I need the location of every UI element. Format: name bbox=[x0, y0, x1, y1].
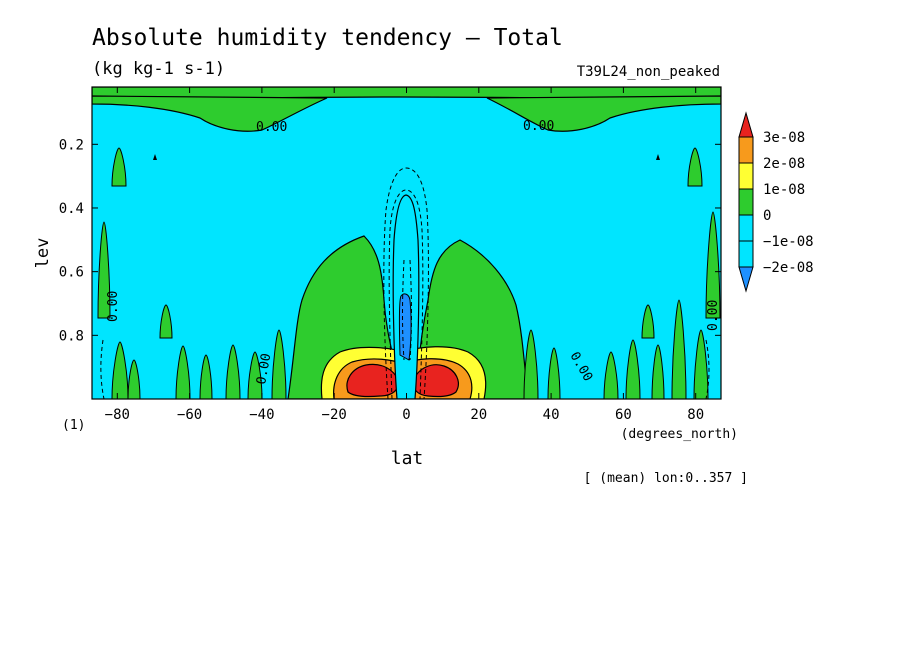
y-tick-label: 0.2 bbox=[59, 137, 84, 153]
colorbar-swatch bbox=[738, 240, 754, 268]
colorbar-swatch bbox=[738, 214, 754, 242]
contour-label-mid-left: 0.00 bbox=[106, 291, 121, 322]
region-spike bbox=[651, 344, 665, 399]
x-tick-label: −20 bbox=[322, 407, 347, 423]
y-tick-label: 0.6 bbox=[59, 265, 84, 281]
contour-marker bbox=[656, 154, 660, 160]
region-spike bbox=[687, 147, 703, 187]
chart-title: Absolute humidity tendency — Total bbox=[92, 25, 563, 51]
colorbar-label: 1e-08 bbox=[763, 182, 805, 198]
region-spike bbox=[705, 211, 721, 319]
region-upper-left-tongue bbox=[92, 95, 328, 132]
colorbar-top-arrow bbox=[738, 111, 754, 138]
colorbar-label: −2e-08 bbox=[763, 260, 814, 276]
negative-contour bbox=[100, 339, 105, 399]
colorbar-swatch bbox=[738, 136, 754, 164]
x-tick-label: −40 bbox=[249, 407, 274, 423]
region-spike bbox=[641, 304, 655, 339]
region-spike bbox=[127, 359, 141, 399]
region-spike bbox=[603, 351, 619, 399]
region-spike bbox=[271, 329, 287, 399]
contour-label-top-right: 0.00 bbox=[523, 119, 554, 134]
colorbar-label: 2e-08 bbox=[763, 156, 805, 172]
region-spike bbox=[225, 344, 241, 399]
region-upper-right-tongue bbox=[486, 95, 721, 132]
colorbar-label: 0 bbox=[763, 208, 771, 224]
region-spike bbox=[625, 339, 641, 399]
colorbar-swatch bbox=[738, 188, 754, 216]
region-spike bbox=[175, 345, 191, 399]
region-equatorial-core bbox=[398, 293, 412, 361]
x-tick-label: −80 bbox=[105, 407, 130, 423]
run-label: T39L24_non_peaked bbox=[577, 64, 720, 80]
region-spike bbox=[111, 341, 129, 399]
region-spike bbox=[671, 299, 687, 399]
colorbar-label: −1e-08 bbox=[763, 234, 814, 250]
y-tick-label: 0.4 bbox=[59, 201, 84, 217]
region-spike bbox=[693, 329, 709, 399]
y-axis-units: (1) bbox=[62, 418, 85, 433]
mean-note: [ (mean) lon:0..357 ] bbox=[584, 471, 748, 486]
x-axis-label: lat bbox=[391, 448, 424, 469]
x-tick-label: 60 bbox=[615, 407, 632, 423]
x-tick-label: 40 bbox=[543, 407, 560, 423]
colorbar-bottom-arrow bbox=[738, 266, 754, 293]
region-spike bbox=[547, 347, 561, 399]
x-axis-units: (degrees_north) bbox=[621, 427, 738, 442]
negative-contour bbox=[705, 339, 710, 399]
region-spike bbox=[523, 329, 539, 399]
colorbar: 3e-08 2e-08 1e-08 0 −1e-08 −2e-08 bbox=[738, 111, 814, 293]
x-tick-label: 80 bbox=[687, 407, 704, 423]
region-spike bbox=[199, 354, 213, 399]
region-spike bbox=[159, 304, 173, 339]
contour-label-top-left: 0.00 bbox=[256, 120, 287, 135]
contour-marker bbox=[153, 154, 157, 160]
region-spike bbox=[97, 221, 111, 319]
plot-area: −80 −60 −40 −20 0 20 40 60 80 0.2 0.4 0.6 0.8 bbox=[59, 86, 722, 423]
region-right-max bbox=[413, 364, 459, 398]
negative-contour bbox=[383, 167, 429, 399]
y-tick-label: 0.8 bbox=[59, 328, 84, 344]
contour-label-mid-right: 0.00 bbox=[706, 300, 721, 331]
x-tick-label: −60 bbox=[177, 407, 202, 423]
colorbar-swatch bbox=[738, 162, 754, 190]
region-spike bbox=[247, 351, 263, 399]
chart-units: (kg kg-1 s-1) bbox=[92, 59, 225, 79]
region-spike bbox=[111, 147, 127, 187]
x-tick-label: 20 bbox=[470, 407, 487, 423]
colorbar-label: 3e-08 bbox=[763, 130, 805, 146]
contour-label-low-left: 0.00 bbox=[254, 352, 274, 385]
x-tick-label: 0 bbox=[402, 407, 410, 423]
y-axis-label: lev bbox=[33, 238, 53, 269]
